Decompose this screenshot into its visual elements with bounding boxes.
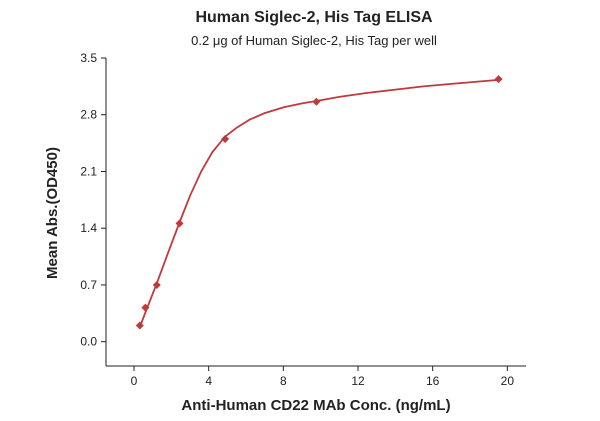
y-tick-label: 2.8 (80, 108, 97, 122)
y-tick-label: 0.7 (80, 278, 97, 292)
y-tick-label: 0.0 (80, 335, 97, 349)
x-tick-label: 8 (280, 374, 287, 388)
y-tick-label: 2.1 (80, 164, 97, 178)
x-tick-label: 20 (501, 374, 515, 388)
data-point (175, 219, 184, 228)
x-tick-label: 12 (351, 374, 365, 388)
data-point (135, 321, 144, 330)
data-point (494, 75, 503, 84)
data-point (221, 135, 230, 144)
chart-title: Human Siglec-2, His Tag ELISA (195, 9, 433, 26)
x-ticks: 0 4 8 12 16 20 (131, 366, 515, 388)
y-ticks: 0.0 0.7 1.4 2.1 2.8 3.5 (80, 51, 106, 349)
chart-subtitle: 0.2 μg of Human Siglec-2, His Tag per we… (191, 33, 437, 48)
data-point (141, 303, 150, 312)
x-tick-label: 4 (205, 374, 212, 388)
x-axis-label: Anti-Human CD22 MAb Conc. (ng/mL) (181, 397, 450, 414)
y-tick-label: 1.4 (80, 221, 97, 235)
x-tick-label: 16 (426, 374, 440, 388)
y-tick-label: 3.5 (80, 51, 97, 65)
y-axis-label: Mean Abs.(OD450) (44, 147, 61, 279)
data-point (152, 280, 161, 289)
data-point (312, 97, 321, 106)
axes (105, 58, 526, 367)
data-points (135, 75, 503, 330)
x-tick-label: 0 (131, 374, 138, 388)
fit-curve (138, 79, 499, 328)
